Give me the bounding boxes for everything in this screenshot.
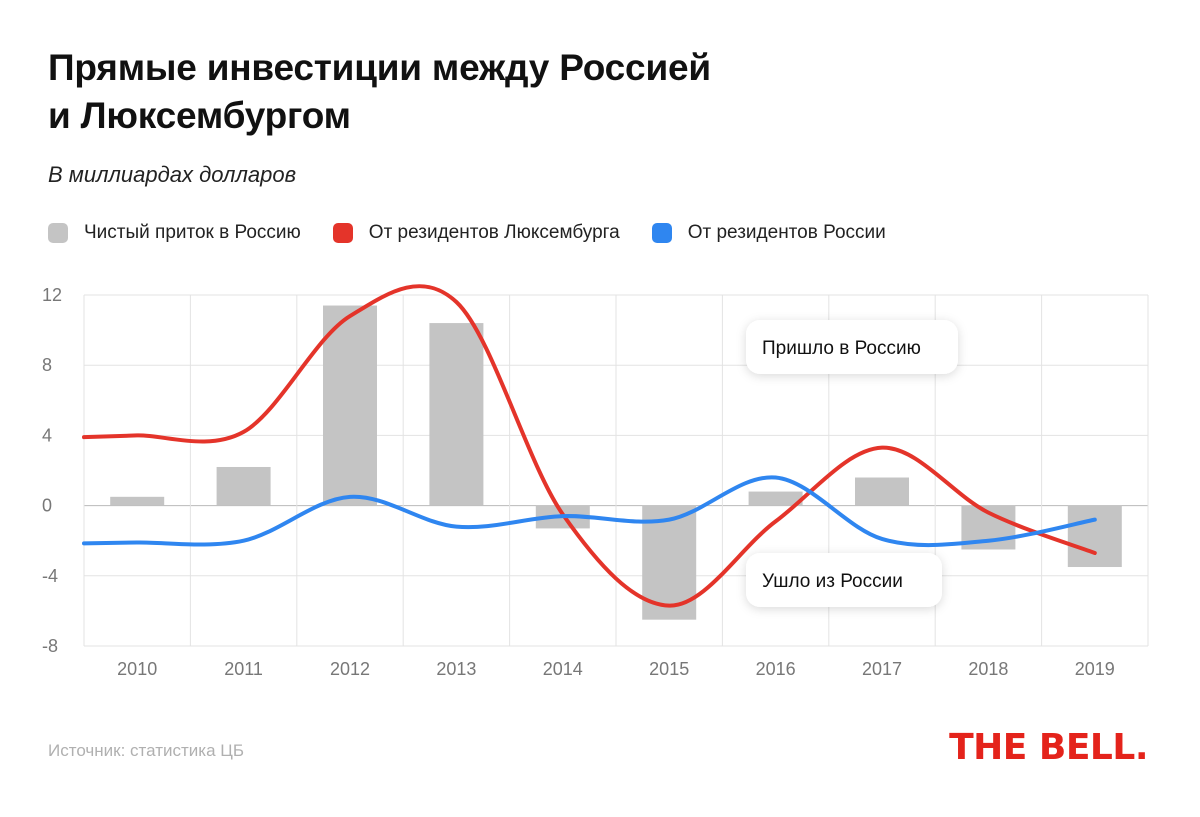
bar-2019: [1067, 505, 1122, 568]
legend-item-net-inflow: Чистый приток в Россию: [48, 222, 301, 244]
x-tick-label: 2019: [1075, 659, 1115, 679]
annotation-out-box: [746, 553, 942, 607]
x-tick-label: 2013: [436, 659, 476, 679]
bar-2010: [110, 496, 165, 506]
annotation-out-text: Ушло из России: [762, 571, 903, 592]
chart-title: Прямые инвестиции между Россией и Люксем…: [48, 44, 948, 140]
legend: Чистый приток в Россию От резидентов Люк…: [48, 222, 918, 244]
legend-swatch-red: [332, 223, 353, 243]
y-tick-label: -4: [42, 566, 58, 586]
x-tick-label: 2016: [756, 659, 796, 679]
x-tick-label: 2015: [649, 659, 689, 679]
legend-swatch-blue: [651, 223, 672, 243]
legend-item-russia: От резидентов России: [651, 222, 886, 244]
line-russia: [82, 475, 1097, 548]
bar-2017: [855, 477, 909, 506]
annotation-in: Пришло в Россию: [746, 320, 958, 374]
legend-label-russia: От резидентов России: [687, 222, 886, 243]
bar-2011: [216, 466, 271, 506]
x-tick-label: 2014: [543, 659, 583, 679]
y-tick-label: 12: [42, 285, 62, 305]
bar-2013: [429, 323, 484, 506]
x-tick-label: 2017: [862, 659, 902, 679]
legend-label-luxembourg: От резидентов Люксембурга: [368, 222, 620, 243]
annotation-out: Ушло из России: [746, 553, 942, 607]
y-tick-label: -8: [42, 636, 58, 656]
annotation-in-box: [746, 320, 958, 374]
title-line-1: Прямые инвестиции между Россией: [48, 47, 711, 88]
brand-logo: THE BELL.: [949, 727, 1148, 768]
annotation-in-text: Пришло в Россию: [762, 338, 921, 359]
x-tick-label: 2010: [117, 659, 157, 679]
x-tick-label: 2011: [224, 659, 263, 679]
chart-subtitle: В миллиардах долларов: [48, 162, 297, 187]
legend-item-luxembourg: От резидентов Люксембурга: [332, 222, 620, 244]
bar-2012: [323, 305, 377, 506]
y-tick-label: 4: [42, 425, 52, 445]
x-tick-label: 2018: [968, 659, 1008, 679]
x-tick-label: 2012: [330, 659, 370, 679]
source-note: Источник: статистика ЦБ: [48, 741, 244, 760]
bar-2016: [748, 491, 803, 506]
legend-swatch-gray: [48, 223, 68, 243]
title-line-2: и Люксембургом: [48, 95, 351, 136]
legend-label-net-inflow: Чистый приток в Россию: [84, 222, 301, 243]
y-tick-label: 0: [42, 496, 52, 516]
y-tick-label: 8: [42, 355, 52, 375]
